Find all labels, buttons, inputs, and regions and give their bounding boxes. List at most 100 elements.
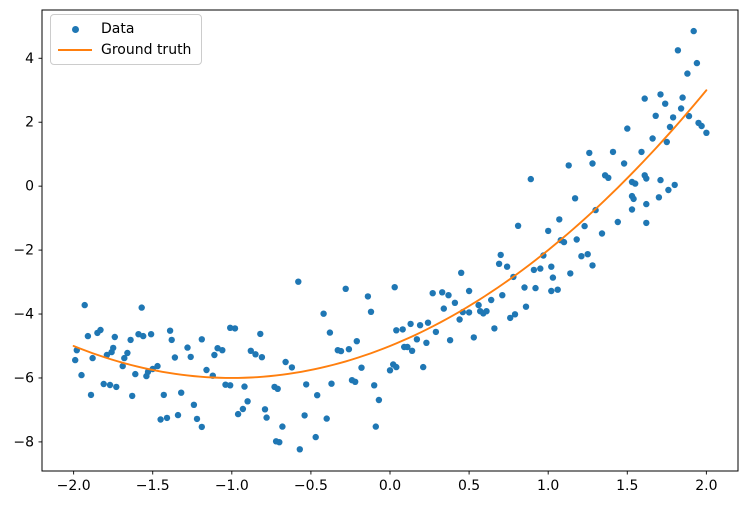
data-point	[684, 70, 691, 77]
data-point	[571, 195, 579, 202]
data-point	[423, 339, 430, 346]
y-tick-label: −4	[13, 307, 34, 323]
data-point	[628, 206, 636, 213]
data-point	[391, 284, 398, 291]
data-point	[514, 222, 522, 229]
data-point	[620, 160, 628, 167]
data-point	[386, 367, 394, 374]
data-point	[420, 363, 427, 371]
x-tick-label: −2.0	[57, 478, 91, 494]
data-point	[227, 382, 234, 389]
data-point	[605, 174, 612, 181]
data-point	[160, 391, 167, 399]
data-point	[296, 446, 303, 453]
data-point	[641, 95, 648, 102]
data-point	[147, 331, 155, 338]
y-tick-label: −2	[13, 243, 34, 259]
data-point	[655, 194, 663, 201]
data-point	[432, 328, 440, 336]
data-point	[211, 351, 218, 359]
data-point	[371, 382, 378, 389]
data-point	[132, 370, 139, 378]
data-point	[578, 253, 585, 260]
data-point	[231, 325, 239, 332]
x-tick-label: 1.0	[537, 478, 559, 494]
data-point	[545, 227, 552, 235]
data-point	[97, 326, 104, 334]
data-point	[679, 94, 686, 101]
data-point	[100, 380, 107, 388]
data-point	[643, 219, 650, 227]
data-point	[303, 381, 310, 388]
data-point	[274, 385, 281, 392]
data-point	[154, 362, 161, 370]
x-tick-label: −1.0	[215, 478, 249, 494]
data-point	[527, 175, 534, 183]
data-point	[416, 322, 424, 329]
data-point	[342, 285, 349, 292]
data-point	[81, 301, 88, 309]
data-point	[630, 195, 637, 203]
data-point	[263, 414, 270, 421]
data-point	[499, 292, 506, 299]
data-point	[227, 324, 234, 331]
y-tick-label: 4	[25, 51, 34, 67]
data-point	[407, 320, 414, 328]
data-point	[439, 289, 446, 296]
data-point	[690, 27, 697, 35]
y-tick-label: −8	[13, 434, 34, 450]
data-point	[372, 423, 379, 430]
x-tick-label: 1.5	[616, 478, 638, 494]
data-point	[495, 260, 503, 267]
data-point	[540, 252, 547, 259]
data-point	[144, 368, 152, 376]
data-point	[537, 265, 544, 272]
data-point	[584, 251, 591, 258]
data-point	[632, 180, 639, 187]
data-point	[573, 236, 580, 243]
data-point	[638, 148, 645, 156]
data-point	[276, 439, 283, 446]
x-tick-label: 2.0	[695, 478, 717, 494]
data-point	[554, 286, 561, 293]
data-point	[451, 299, 459, 306]
data-point	[239, 405, 247, 413]
data-point	[113, 383, 120, 391]
data-point	[652, 112, 659, 120]
legend-label-data: Data	[101, 21, 135, 37]
data-point	[424, 319, 432, 326]
data-point	[219, 347, 226, 354]
data-point-marker-icon	[71, 25, 79, 33]
data-point	[198, 423, 205, 431]
legend-handle-data	[58, 25, 92, 33]
y-tick-label: 0	[25, 179, 34, 195]
data-point	[440, 305, 447, 312]
y-tick-label: −6	[13, 370, 34, 386]
data-point	[643, 200, 650, 208]
data-point	[353, 338, 360, 345]
data-point	[345, 346, 353, 353]
data-point	[282, 358, 289, 366]
data-point	[163, 414, 171, 422]
data-point	[323, 415, 330, 422]
data-point	[465, 309, 473, 316]
data-point	[326, 329, 334, 336]
data-point	[257, 330, 264, 338]
data-point	[301, 412, 308, 419]
y-tick-label: 2	[25, 115, 34, 131]
data-point	[685, 112, 693, 120]
data-point	[666, 123, 674, 131]
data-point	[157, 416, 164, 423]
data-point	[609, 148, 617, 156]
data-point	[581, 222, 588, 230]
data-point	[78, 371, 85, 379]
legend-item-ground-truth: Ground truth	[58, 41, 191, 59]
data-point	[244, 398, 251, 405]
data-point	[124, 349, 131, 357]
data-point	[522, 303, 530, 310]
data-point	[320, 310, 327, 317]
data-point	[314, 392, 321, 399]
data-point	[446, 337, 454, 344]
ground-truth-curve	[72, 89, 708, 379]
